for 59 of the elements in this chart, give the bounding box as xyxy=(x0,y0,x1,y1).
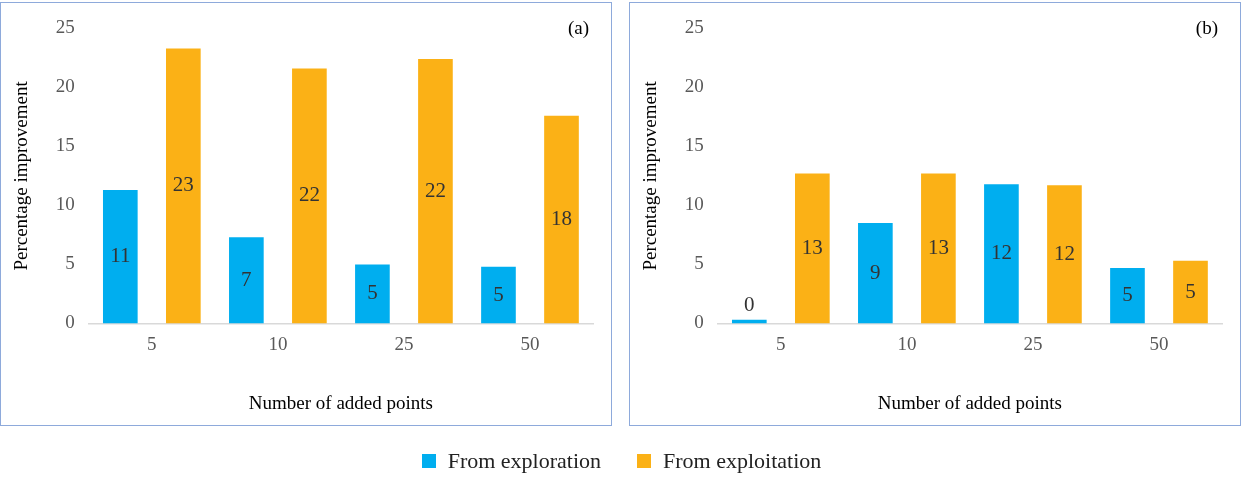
x-tick-label: 25 xyxy=(1023,332,1043,354)
data-label: 13 xyxy=(927,234,949,259)
x-tick-label: 50 xyxy=(520,332,540,354)
y-tick-label: 0 xyxy=(65,311,75,333)
annotation: (b) xyxy=(1195,16,1218,39)
data-label: 13 xyxy=(801,234,823,259)
y-tick-label: 0 xyxy=(694,311,704,333)
data-label: 23 xyxy=(172,172,194,197)
bar xyxy=(795,173,830,324)
annotation: (a) xyxy=(567,16,589,39)
data-label: 5 xyxy=(493,281,504,306)
x-tick-label: 25 xyxy=(394,332,414,354)
y-tick-label: 10 xyxy=(55,193,75,215)
data-label: 0 xyxy=(744,292,755,317)
bar xyxy=(292,68,327,324)
data-label: 9 xyxy=(870,259,881,284)
bar xyxy=(166,48,201,324)
data-label: 5 xyxy=(367,280,378,305)
y-tick-label: 10 xyxy=(684,193,704,215)
bar xyxy=(1110,267,1145,324)
y-tick-label: 15 xyxy=(684,134,704,156)
y-axis-title: Percentage improvement xyxy=(10,80,32,271)
data-label: 22 xyxy=(298,182,320,207)
bar xyxy=(921,173,956,324)
bar xyxy=(984,184,1019,324)
data-label: 5 xyxy=(1185,278,1196,303)
data-label: 18 xyxy=(550,206,572,231)
y-tick-label: 15 xyxy=(55,134,75,156)
x-axis-title: Number of added points xyxy=(877,391,1062,413)
bar xyxy=(481,266,516,324)
bar xyxy=(418,59,453,324)
y-tick-label: 20 xyxy=(55,75,75,97)
y-tick-label: 5 xyxy=(694,252,704,274)
bar xyxy=(229,237,264,324)
y-tick-label: 5 xyxy=(65,252,75,274)
data-label: 22 xyxy=(424,177,446,202)
x-tick-label: 50 xyxy=(1149,332,1169,354)
x-tick-label: 5 xyxy=(776,332,786,354)
y-axis-title: Percentage improvement xyxy=(639,80,661,271)
bar xyxy=(858,223,893,324)
bar xyxy=(1173,260,1208,324)
bar xyxy=(544,115,579,324)
data-label: 11 xyxy=(110,243,131,268)
data-label: 12 xyxy=(990,240,1012,265)
y-tick-label: 20 xyxy=(684,75,704,97)
bar xyxy=(1047,185,1082,324)
y-tick-label: 25 xyxy=(55,16,75,38)
bar xyxy=(102,190,138,324)
legend-label: From exploitation xyxy=(663,448,822,474)
data-label: 5 xyxy=(1122,282,1133,307)
x-tick-label: 10 xyxy=(897,332,917,354)
x-tick-label: 10 xyxy=(268,332,288,354)
x-tick-label: 5 xyxy=(147,332,157,354)
legend-label: From exploration xyxy=(447,448,602,474)
data-label: 7 xyxy=(241,266,252,291)
bar xyxy=(355,264,390,324)
y-tick-label: 25 xyxy=(684,16,704,38)
x-axis-title: Number of added points xyxy=(248,391,433,413)
data-label: 12 xyxy=(1053,240,1075,265)
